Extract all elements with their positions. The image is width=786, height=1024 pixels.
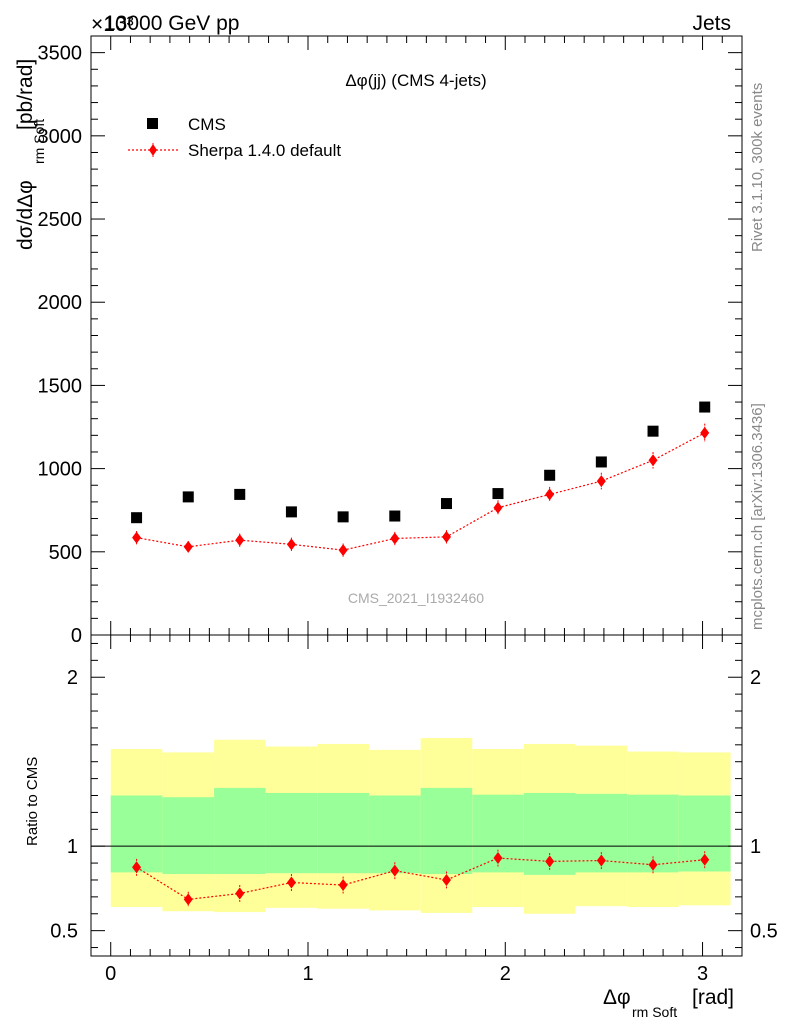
ratio-x-tick-labels: 0 1 2 3: [105, 963, 708, 985]
ratio-frame: [90, 634, 743, 957]
xlabel-unit: [rad]: [692, 986, 734, 1009]
ratio-mc-point: [596, 854, 606, 867]
main-panel: 0 500 1000 1500 2000 2500 3000 3500 CMS_2021_I1…: [14, 35, 743, 647]
main-ylabel-unit: [pb/rad]: [14, 59, 37, 130]
main-ytick-label: 3500: [38, 43, 83, 65]
x-axis-label: Δφ rm Soft [rad]: [603, 986, 734, 1020]
main-mc-line: [136, 432, 705, 551]
main-mc-point: [235, 534, 245, 547]
ratio-ytick-label-right: 1: [750, 836, 761, 858]
xlabel: Δφ: [603, 986, 631, 1009]
ratio-band-inner: [317, 792, 369, 874]
main-mc-series: [132, 423, 710, 557]
main-cms-point: [595, 456, 607, 468]
energy-label: 13000 GeV pp: [104, 12, 239, 35]
ratio-mc-point: [493, 852, 503, 865]
main-y-tick-labels: 0 500 1000 1500 2000 2500 3000 3500: [38, 43, 83, 647]
main-mc-point: [441, 530, 451, 543]
ratio-band-inner: [420, 787, 473, 875]
main-ytick-label: 1000: [38, 459, 83, 481]
main-mc-point: [493, 501, 503, 514]
ratio-mc-point: [183, 893, 193, 906]
main-ylabel-sub: rm Soft: [31, 119, 47, 164]
ratio-ylabel: Ratio to CMS: [24, 757, 41, 846]
legend-mc-marker: [149, 144, 157, 156]
mcplots-label: mcplots.cern.ch [arXiv:1306.3436]: [749, 403, 766, 630]
main-cms-series: [131, 401, 711, 524]
main-mc-point: [545, 488, 555, 501]
analysis-watermark: CMS_2021_I1932460: [348, 590, 484, 606]
ratio-band-inner: [162, 797, 215, 875]
main-mc-point: [183, 540, 193, 553]
legend-cms-label: CMS: [188, 115, 226, 134]
main-cms-point: [389, 510, 401, 522]
xlabel-sub: rm Soft: [632, 1004, 677, 1020]
ratio-xtick-label: 3: [697, 963, 708, 985]
main-cms-point: [337, 511, 349, 523]
ratio-y-tick-labels: 0.5 1 2: [50, 667, 78, 942]
main-mc-point: [390, 532, 400, 545]
main-cms-point: [234, 488, 246, 500]
category-label: Jets: [692, 12, 731, 35]
main-cms-point: [440, 498, 452, 510]
ratio-xtick-label: 2: [500, 963, 511, 985]
ratio-ytick-label-right: 0.5: [750, 921, 778, 943]
main-cms-point: [492, 488, 504, 500]
ratio-mc-point: [648, 858, 658, 871]
ratio-ytick-label: 0.5: [50, 921, 78, 943]
main-mc-point: [132, 531, 142, 544]
main-ytick-label: 500: [49, 542, 82, 564]
ratio-mc-series: [132, 849, 710, 908]
ratio-band-inner: [265, 792, 318, 874]
main-mc-point: [286, 538, 296, 551]
main-ytick-label: 0: [71, 625, 82, 647]
ratio-band-inner: [368, 795, 421, 874]
main-ylabel: dσ/dΔφ: [14, 180, 37, 250]
main-cms-point: [647, 425, 659, 437]
ratio-mc-point: [390, 864, 400, 877]
main-mc-point: [338, 544, 348, 557]
main-mc-point: [648, 454, 658, 467]
legend-mc-label: Sherpa 1.4.0 default: [188, 141, 341, 160]
main-y-axis-label: dσ/dΔφ rm Soft [pb/rad]: [14, 59, 47, 250]
ratio-ytick-label: 1: [67, 836, 78, 858]
ratio-mc-line: [136, 857, 705, 901]
ratio-y-tick-labels-right: 0.5 1 2: [750, 667, 778, 942]
legend: CMS Sherpa 1.4.0 default: [128, 115, 341, 160]
ratio-mc-point: [286, 876, 296, 889]
ratio-uncertainty-bands: [110, 738, 731, 914]
ratio-band-inner: [214, 787, 266, 875]
ratio-axis-ticks: [91, 635, 742, 956]
ratio-panel: 0.5 1 2 0.5 1 2 0 1 2 3 Ratio to CMS Δφ rm Soft…: [24, 634, 778, 1020]
main-ytick-label: 3000: [38, 126, 83, 148]
ratio-ytick-label: 2: [67, 667, 78, 689]
exponent-label: ×10³: [91, 13, 134, 36]
main-mc-point: [596, 475, 606, 488]
rivet-version-label: Rivet 3.1.10, 300k events: [749, 83, 766, 252]
ratio-xtick-label: 1: [302, 963, 313, 985]
ratio-ytick-label-right: 2: [750, 667, 761, 689]
main-cms-point: [285, 506, 297, 518]
ratio-mc-point: [132, 861, 142, 874]
ratio-mc-point: [235, 887, 245, 900]
ratio-mc-point: [545, 855, 555, 868]
main-cms-point: [131, 512, 143, 524]
main-ytick-label: 2500: [38, 209, 83, 231]
ratio-mc-point: [700, 853, 710, 866]
ratio-xtick-label: 0: [105, 963, 116, 985]
main-cms-point: [544, 469, 556, 481]
main-ytick-label: 2000: [38, 292, 83, 314]
legend-cms-marker: [147, 118, 158, 129]
plot-title: Δφ(jj) (CMS 4-jets): [345, 71, 486, 90]
main-cms-point: [182, 491, 194, 503]
ratio-mc-point: [338, 879, 348, 892]
main-cms-point: [699, 401, 711, 413]
main-ytick-label: 1500: [38, 375, 83, 397]
ratio-mc-point: [441, 873, 451, 886]
main-mc-point: [700, 426, 710, 439]
